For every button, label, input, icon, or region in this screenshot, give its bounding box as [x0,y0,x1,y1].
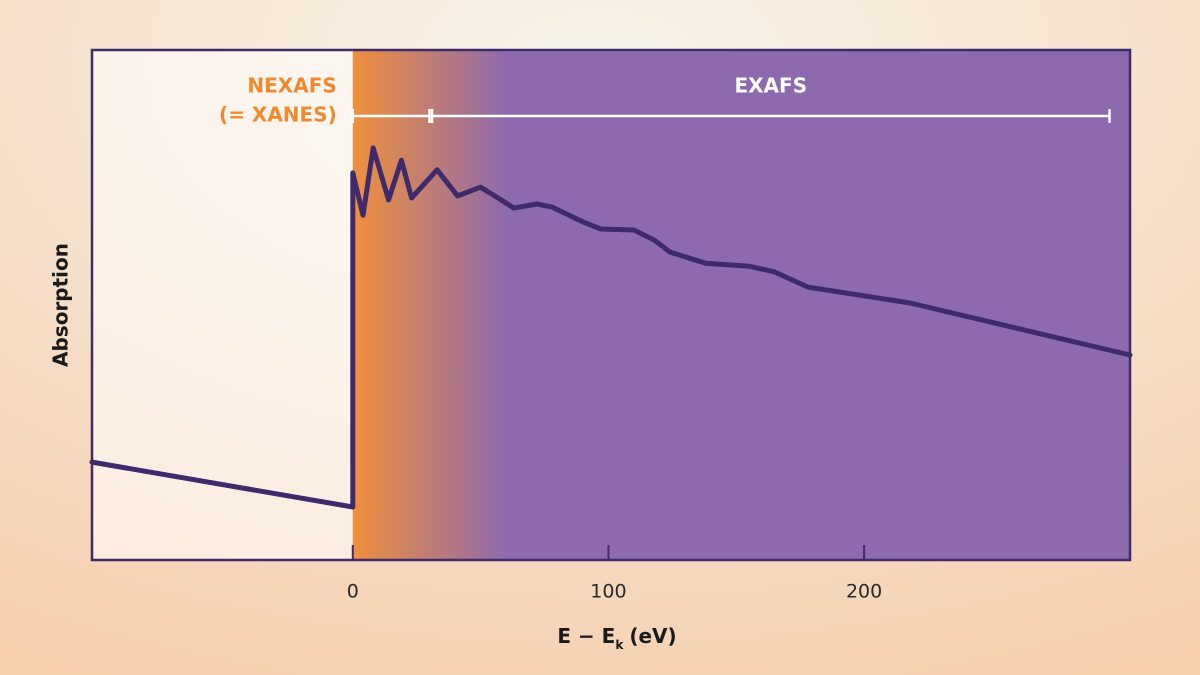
y-axis-label: Absorption [49,243,73,367]
x-axis-label-part: k [615,638,624,652]
region-label: (= XANES) [219,103,337,127]
edge-region [352,50,1130,560]
x-tick-label: 0 [347,581,359,603]
x-axis-label-part: E − E [557,624,615,648]
x-tick-label: 100 [590,581,626,603]
x-tick-label: 200 [846,581,882,603]
region-label: NEXAFS [247,74,336,98]
x-axis-label: E − Ek (eV) [557,624,676,652]
x-axis-label-part: (eV) [629,624,676,648]
spectrum-line [89,145,1133,510]
region-label: EXAFS [734,74,807,98]
plot-frame [90,48,1132,562]
